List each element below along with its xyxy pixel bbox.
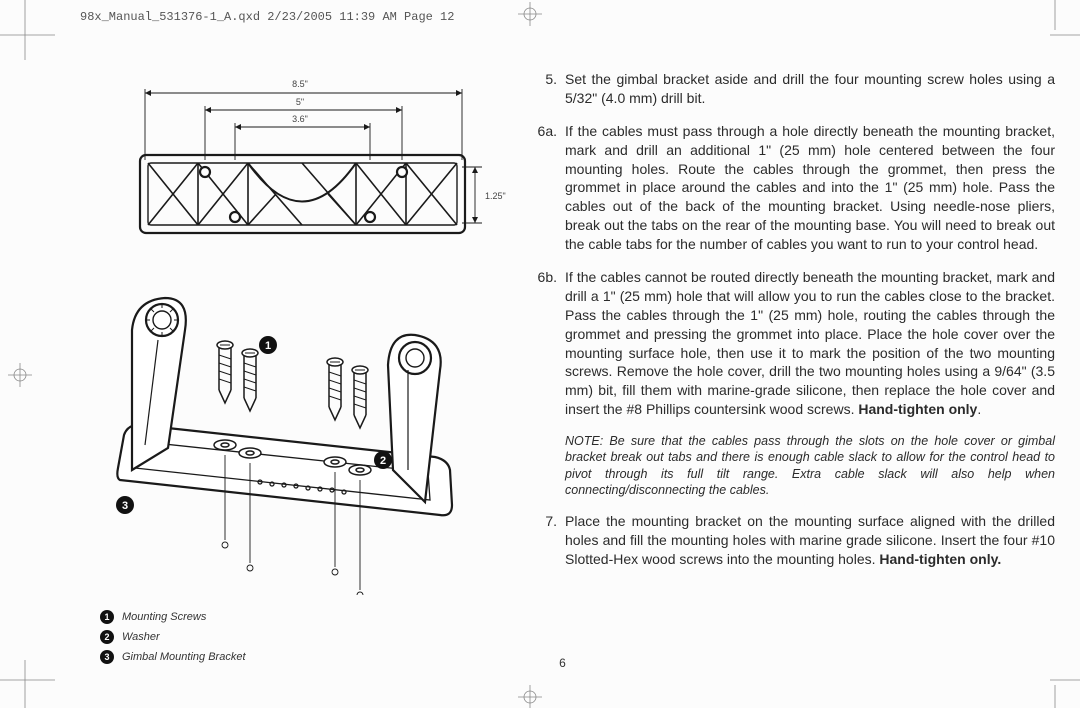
step-number: 6a.: [535, 122, 565, 254]
svg-text:3.6": 3.6": [292, 114, 308, 124]
legend-number-icon: 1: [100, 610, 114, 624]
step-number: 6b.: [535, 268, 565, 419]
legend-item: 1 Mounting Screws: [100, 610, 246, 624]
legend-item: 3 Gimbal Mounting Bracket: [100, 650, 246, 664]
instruction-step: 7. Place the mounting bracket on the mou…: [535, 512, 1055, 569]
step-number: 5.: [535, 70, 565, 108]
instruction-step: 6b. If the cables cannot be routed direc…: [535, 268, 1055, 419]
svg-text:1.25": 1.25": [485, 191, 506, 201]
legend-label: Washer: [122, 631, 160, 643]
step-text: Place the mounting bracket on the mounti…: [565, 512, 1055, 569]
step-number: 7.: [535, 512, 565, 569]
step-text: If the cables must pass through a hole d…: [565, 122, 1055, 254]
svg-text:2: 2: [380, 455, 386, 467]
legend-number-icon: 2: [100, 630, 114, 644]
svg-text:8.5": 8.5": [292, 79, 308, 89]
step-text: If the cables cannot be routed directly …: [565, 268, 1055, 419]
page-content: 8.5" 5" 3.6" 1.25": [80, 35, 1045, 675]
diagram-legend: 1 Mounting Screws 2 Washer 3 Gimbal Moun…: [100, 610, 246, 670]
svg-text:1: 1: [265, 340, 271, 352]
instructions-column: 5. Set the gimbal bracket aside and dril…: [535, 70, 1055, 583]
page-number: 6: [559, 656, 566, 670]
diagram-column: 8.5" 5" 3.6" 1.25": [90, 75, 490, 600]
svg-text:3: 3: [122, 500, 128, 512]
step-text: Set the gimbal bracket aside and drill t…: [565, 70, 1055, 108]
instruction-step: 6a. If the cables must pass through a ho…: [535, 122, 1055, 254]
instruction-step: 5. Set the gimbal bracket aside and dril…: [535, 70, 1055, 108]
legend-label: Gimbal Mounting Bracket: [122, 651, 246, 663]
mounting-diagram: 8.5" 5" 3.6" 1.25": [90, 75, 510, 595]
legend-label: Mounting Screws: [122, 611, 206, 623]
svg-text:5": 5": [296, 97, 304, 107]
legend-item: 2 Washer: [100, 630, 246, 644]
legend-number-icon: 3: [100, 650, 114, 664]
note-text: NOTE: Be sure that the cables pass throu…: [565, 433, 1055, 498]
